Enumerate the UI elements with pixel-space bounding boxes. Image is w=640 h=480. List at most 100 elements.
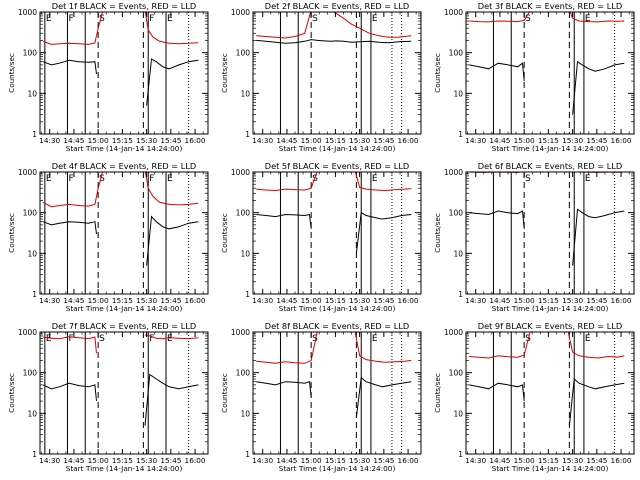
y-tick-label: 10 (27, 409, 37, 418)
series-group (42, 172, 199, 266)
x-tick-label: 14:45 (489, 456, 510, 465)
x-tick-label: 15:00 (514, 456, 535, 465)
series-group (469, 12, 625, 115)
event-marker-label: F (68, 14, 73, 24)
y-axis-label: Counts/sec (220, 213, 229, 253)
y-tick-label: 1 (458, 130, 463, 139)
x-tick-label: 15:45 (586, 296, 607, 305)
x-tick-label: 16:00 (185, 296, 206, 305)
lld-series-line (469, 332, 625, 359)
event-marker-label: E (167, 14, 173, 24)
x-tick-label: 14:30 (39, 456, 60, 465)
plot-frame (252, 11, 422, 135)
lld-series-line (144, 334, 199, 340)
plot-frame (39, 11, 209, 135)
events-series-line (42, 382, 97, 402)
x-tick-label: 15:45 (373, 296, 394, 305)
event-marker-label: E (372, 14, 378, 24)
event-marker-label: E (167, 174, 173, 184)
y-tick-label: 100 (449, 209, 464, 218)
x-tick-label: 15:45 (160, 296, 181, 305)
plot-frame (39, 331, 209, 455)
x-tick-label: 16:00 (398, 456, 419, 465)
x-tick-label: 15:30 (562, 136, 583, 145)
y-tick-label: 1 (245, 450, 250, 459)
x-tick-label: 14:30 (252, 296, 273, 305)
event-marker-label: S (312, 14, 318, 24)
x-tick-label: 15:15 (538, 456, 559, 465)
x-tick-label: 15:00 (301, 296, 322, 305)
event-marker-label: E (585, 174, 591, 184)
series-group (256, 332, 412, 418)
x-tick-label: 15:00 (88, 456, 109, 465)
y-axis-label: Counts/sec (7, 53, 16, 93)
event-marker-label: F (68, 334, 73, 344)
panel-title: Det 3f BLACK = Events, RED = LLD (478, 1, 622, 11)
x-axis-label: Start Time (14-Jan-14 14:24:00) (279, 464, 396, 473)
series-group (256, 172, 412, 254)
panel-5: Det 5f BLACK = Events, RED = LLD S E 1 10 100… (220, 161, 422, 313)
y-tick-label: 100 (23, 209, 38, 218)
y-tick-label: 10 (27, 89, 37, 98)
y-tick-label: 1 (32, 450, 37, 459)
panel-2: Det 2f BLACK = Events, RED = LLD S E 1 10 100… (220, 1, 422, 153)
events-series-line (355, 376, 412, 418)
x-tick-label: 14:45 (276, 136, 297, 145)
event-marker-label: F (149, 334, 154, 344)
x-tick-label: 14:30 (252, 136, 273, 145)
plot-frame (465, 171, 635, 295)
y-tick-label: 1000 (231, 328, 250, 337)
x-tick-label: 16:00 (611, 136, 632, 145)
x-tick-label: 15:45 (586, 136, 607, 145)
x-axis-label: Start Time (14-Jan-14 14:24:00) (66, 304, 183, 313)
events-series-line (256, 213, 312, 229)
y-tick-label: 1000 (18, 328, 37, 337)
events-series-line (568, 377, 625, 426)
x-tick-label: 14:30 (39, 136, 60, 145)
x-axis-label: Start Time (14-Jan-14 14:24:00) (492, 144, 609, 153)
plot-frame (465, 11, 635, 135)
y-axis-label: Counts/sec (220, 373, 229, 413)
event-marker-label: F (68, 174, 73, 184)
y-tick-label: 10 (453, 409, 463, 418)
x-tick-label: 15:15 (538, 136, 559, 145)
series-group (42, 334, 199, 426)
lld-series-line (43, 336, 97, 354)
x-tick-label: 14:45 (489, 296, 510, 305)
y-tick-label: 100 (23, 49, 38, 58)
y-tick-label: 100 (449, 49, 464, 58)
x-tick-label: 15:00 (88, 296, 109, 305)
events-series-line (469, 62, 525, 82)
event-marker-label: S (312, 334, 318, 344)
lld-series-line (256, 172, 412, 192)
plot-frame (252, 331, 422, 455)
y-tick-label: 10 (453, 249, 463, 258)
y-axis-label: Counts/sec (7, 373, 16, 413)
y-tick-label: 1000 (444, 328, 463, 337)
y-tick-label: 1 (32, 290, 37, 299)
y-tick-label: 10 (453, 89, 463, 98)
x-tick-label: 14:30 (465, 456, 486, 465)
x-tick-label: 16:00 (611, 456, 632, 465)
panel-title: Det 9f BLACK = Events, RED = LLD (478, 321, 622, 331)
y-axis-label: Counts/sec (220, 53, 229, 93)
y-tick-label: 1000 (231, 168, 250, 177)
y-tick-label: 1000 (18, 168, 37, 177)
series-group (469, 332, 625, 426)
x-tick-label: 15:30 (349, 136, 370, 145)
events-series-line (355, 211, 412, 254)
event-marker-label: E (46, 174, 52, 184)
x-tick-label: 15:00 (301, 456, 322, 465)
panel-title: Det 2f BLACK = Events, RED = LLD (265, 1, 409, 11)
panel-title: Det 4f BLACK = Events, RED = LLD (52, 161, 196, 171)
event-marker-label: S (312, 174, 318, 184)
events-series-line (469, 382, 525, 402)
y-tick-label: 1000 (18, 8, 37, 17)
event-marker-label: E (585, 14, 591, 24)
panel-title: Det 8f BLACK = Events, RED = LLD (265, 321, 409, 331)
y-tick-label: 1000 (444, 168, 463, 177)
y-tick-label: 10 (27, 249, 37, 258)
y-axis-label: Counts/sec (7, 213, 16, 253)
